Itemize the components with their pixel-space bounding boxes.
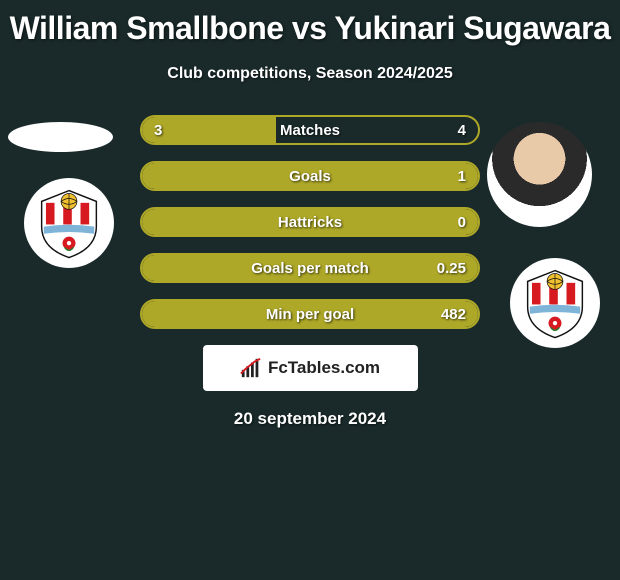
stat-label: Goals per match [142, 255, 478, 281]
southampton-crest-icon [33, 187, 105, 259]
page-title: William Smallbone vs Yukinari Sugawara [0, 0, 620, 47]
club-crest-right [510, 258, 600, 348]
player-left-avatar [8, 122, 113, 152]
stat-value-right: 0.25 [437, 255, 466, 281]
subtitle: Club competitions, Season 2024/2025 [0, 65, 620, 83]
stat-label: Goals [142, 163, 478, 189]
stat-label: Matches [142, 117, 478, 143]
brand-box: FcTables.com [203, 345, 418, 391]
date-label: 20 september 2024 [0, 409, 620, 429]
stat-row: Goals1 [140, 161, 480, 191]
brand-label: FcTables.com [268, 358, 380, 378]
stat-label: Hattricks [142, 209, 478, 235]
stat-value-right: 482 [441, 301, 466, 327]
player-right-avatar [487, 122, 592, 227]
club-crest-left [24, 178, 114, 268]
stat-row: Hattricks0 [140, 207, 480, 237]
stat-row: 3Matches4 [140, 115, 480, 145]
bar-chart-icon [240, 357, 262, 379]
stat-row: Min per goal482 [140, 299, 480, 329]
comparison-bars: 3Matches4 Goals1 Hattricks0 Goals per match… [140, 115, 480, 329]
stat-value-right: 4 [458, 117, 466, 143]
stat-value-right: 1 [458, 163, 466, 189]
stat-label: Min per goal [142, 301, 478, 327]
stat-value-right: 0 [458, 209, 466, 235]
stat-row: Goals per match0.25 [140, 253, 480, 283]
southampton-crest-icon [519, 267, 591, 339]
